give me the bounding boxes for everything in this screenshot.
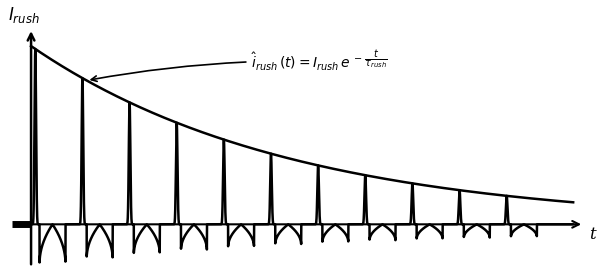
Text: t: t: [589, 226, 596, 243]
Text: $I_{rush}$: $I_{rush}$: [8, 5, 40, 25]
Text: $\hat{i}_{rush}\,(t) = I_{rush}\,e^{\,-\,\dfrac{t}{\tau_{rush}}}$: $\hat{i}_{rush}\,(t) = I_{rush}\,e^{\,-\…: [91, 48, 388, 81]
